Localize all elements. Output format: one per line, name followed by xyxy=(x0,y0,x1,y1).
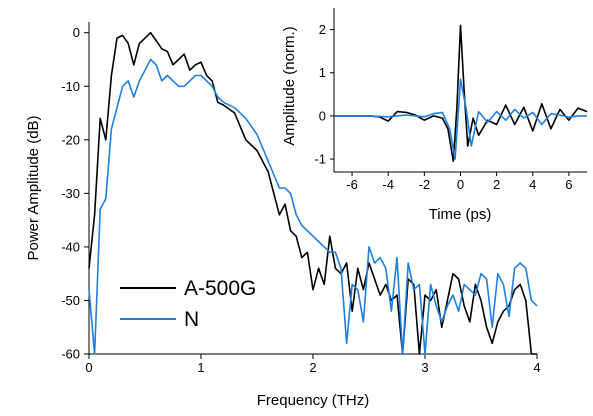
inset-x-tick-label: 2 xyxy=(493,177,500,192)
main-x-tick-label: 3 xyxy=(421,360,428,375)
inset-x-tick-label: -4 xyxy=(382,177,394,192)
inset-y-axis-label: Amplitude (norm.) xyxy=(281,26,298,145)
inset-x-tick-label: -6 xyxy=(346,177,358,192)
inset-y-tick-label: 0 xyxy=(319,108,326,123)
main-x-ticks: 0 1 2 3 4 xyxy=(85,354,541,375)
main-y-tick-label: 0 xyxy=(73,25,80,40)
main-y-tick-label: -30 xyxy=(61,186,80,201)
main-x-tick-label: 4 xyxy=(533,360,540,375)
inset-series xyxy=(334,24,588,162)
inset-x-tick-label: 0 xyxy=(457,177,464,192)
inset-x-axis-label: Time (ps) xyxy=(429,206,492,223)
inset-x-tick-label: 6 xyxy=(565,177,572,192)
legend-label-n: N xyxy=(184,308,199,331)
main-y-tick-label: -10 xyxy=(61,79,80,94)
inset-x-tick-label: 4 xyxy=(529,177,536,192)
inset-x-ticks: -6 -4 -2 0 2 4 6 xyxy=(346,172,573,192)
main-x-axis-label: Frequency (THz) xyxy=(257,392,370,409)
inset-series-line-0 xyxy=(334,24,588,162)
main-series-line-1 xyxy=(88,58,538,355)
inset-y-ticks: 2 1 0 -1 xyxy=(314,22,334,167)
main-y-tick-label: -20 xyxy=(61,132,80,147)
inset-series-line-1 xyxy=(334,78,587,160)
main-y-tick-label: -40 xyxy=(61,239,80,254)
inset-y-tick-label: 1 xyxy=(319,65,326,80)
inset-y-tick-label: 2 xyxy=(319,22,326,37)
main-x-tick-label: 2 xyxy=(309,360,316,375)
main-series xyxy=(88,31,538,355)
main-x-tick-label: 1 xyxy=(197,360,204,375)
inset-x-tick-label: -2 xyxy=(419,177,431,192)
main-x-tick-label: 0 xyxy=(85,360,92,375)
legend: A-500G N xyxy=(120,277,256,331)
legend-label-a500g: A-500G xyxy=(184,277,256,300)
main-y-tick-label: -60 xyxy=(61,347,80,362)
main-y-ticks: 0 -10 -20 -30 -40 -50 -60 xyxy=(61,25,89,362)
inset-y-tick-label: -1 xyxy=(314,152,326,167)
main-series-line-0 xyxy=(88,31,537,355)
main-y-axis-label: Power Amplitude (dB) xyxy=(25,115,42,260)
main-y-tick-label: -50 xyxy=(61,293,80,308)
inset-chart: -6 -4 -2 0 2 4 6 2 1 0 -1 Time (ps) Amplitude (no… xyxy=(281,8,588,223)
